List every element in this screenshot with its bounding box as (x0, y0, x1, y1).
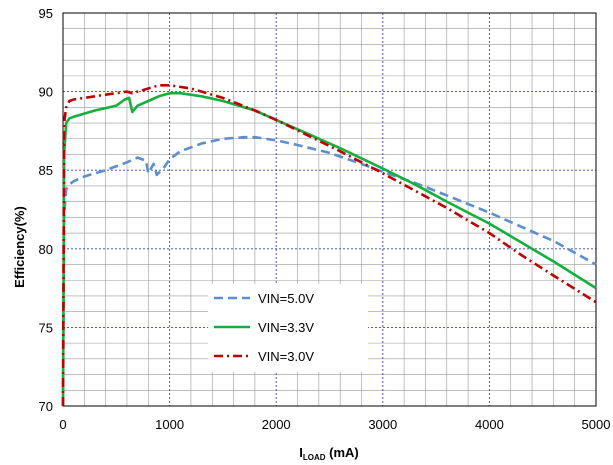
series-line (61, 91, 597, 407)
x-tick-label: 0 (59, 417, 66, 432)
series-line (61, 135, 597, 407)
legend-label-vin-3v0: VIN=3.0V (258, 349, 314, 364)
x-axis-title-sub: LOAD (303, 453, 326, 462)
x-axis-ticks: 0 1000 2000 3000 4000 5000 (59, 417, 610, 432)
x-tick-label: 5000 (582, 417, 611, 432)
y-tick-label: 90 (39, 85, 53, 100)
legend-entry-vin-3v0: VIN=3.0V (214, 349, 314, 364)
series-layer (61, 84, 597, 407)
x-axis-title-unit: (mA) (326, 445, 359, 460)
y-tick-label: 75 (39, 320, 53, 335)
y-axis-ticks: 70 75 80 85 90 95 (39, 6, 53, 414)
legend: VIN=5.0V VIN=3.3V VIN=3.0V (208, 284, 368, 372)
legend-label-vin-5v: VIN=5.0V (258, 291, 314, 306)
y-tick-label: 95 (39, 6, 53, 21)
y-tick-label: 85 (39, 163, 53, 178)
x-tick-label: 3000 (368, 417, 397, 432)
y-tick-label: 70 (39, 399, 53, 414)
x-tick-label: 4000 (475, 417, 504, 432)
x-tick-label: 2000 (262, 417, 291, 432)
x-axis-title-main: I (299, 445, 303, 460)
major-grid (63, 13, 596, 406)
series-line (61, 84, 597, 407)
legend-entry-vin-5v: VIN=5.0V (214, 291, 314, 306)
legend-entry-vin-3v3: VIN=3.3V (214, 320, 314, 335)
y-axis-title: Efficiency(%) (12, 206, 27, 288)
y-tick-label: 80 (39, 242, 53, 257)
x-tick-label: 1000 (155, 417, 184, 432)
x-axis-title: ILOAD (mA) (299, 445, 359, 462)
legend-label-vin-3v3: VIN=3.3V (258, 320, 314, 335)
